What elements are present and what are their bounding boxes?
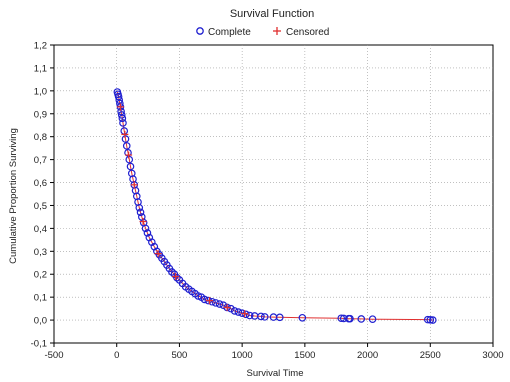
data-points <box>113 88 437 324</box>
x-tick-label: 500 <box>171 350 187 361</box>
y-tick-label: 1,1 <box>34 63 47 74</box>
legend-censored-marker <box>273 27 281 35</box>
y-tick-label: 0,2 <box>34 270 47 281</box>
censored-point <box>130 181 138 189</box>
legend-complete-marker <box>196 27 204 35</box>
y-tick-label: 1,2 <box>34 41 47 52</box>
censored-point <box>172 273 180 281</box>
complete-point <box>136 208 145 217</box>
plot-area <box>53 44 494 344</box>
censored-point <box>139 218 147 226</box>
censored-point <box>116 103 124 111</box>
chart-title: Survival Function <box>230 8 314 20</box>
legend-censored-label: Censored <box>286 27 329 38</box>
y-tick-label: 0,0 <box>34 316 47 327</box>
x-tick-label: 2000 <box>357 350 378 361</box>
complete-point <box>117 111 126 119</box>
complete-point <box>208 297 216 306</box>
complete-point <box>234 308 243 316</box>
y-tick-label: -0,1 <box>31 339 47 350</box>
x-tick-label: 2500 <box>420 350 441 361</box>
y-tick-label: 0,5 <box>34 201 47 212</box>
y-tick-label: 0,6 <box>34 178 47 189</box>
complete-point <box>242 310 250 319</box>
complete-point <box>346 314 354 323</box>
complete-point <box>215 300 224 308</box>
complete-point <box>135 203 144 212</box>
complete-point <box>126 162 135 171</box>
complete-point <box>245 311 254 320</box>
legend-complete-label: Complete <box>208 27 251 38</box>
complete-point <box>298 313 307 322</box>
y-axis: -0,1 0,0 0,1 0,2 0,3 0,4 0,5 0,6 0,7 0,8 0,9 1,0 1,1… <box>31 41 54 350</box>
complete-point <box>275 313 284 322</box>
censored-point <box>121 130 129 138</box>
x-tick-label: 3000 <box>482 350 503 361</box>
complete-point <box>121 135 130 143</box>
legend: Complete Censored <box>196 27 329 38</box>
complete-point <box>118 114 127 123</box>
censored-point <box>125 151 133 159</box>
complete-point <box>115 96 124 104</box>
y-tick-label: 0,3 <box>34 247 47 258</box>
complete-point <box>125 155 134 164</box>
y-tick-label: 0,1 <box>34 293 47 304</box>
complete-point <box>143 229 152 237</box>
y-tick-label: 1,0 <box>34 86 47 97</box>
complete-point <box>423 315 432 324</box>
censored-point <box>206 297 214 305</box>
y-tick-label: 0,8 <box>34 132 47 143</box>
complete-point <box>337 314 346 323</box>
complete-point <box>114 92 123 101</box>
censored-point <box>154 250 162 258</box>
complete-point <box>368 315 377 323</box>
y-tick-label: 0,7 <box>34 155 47 166</box>
x-tick-label: 1000 <box>232 350 253 361</box>
censored-point <box>241 310 249 318</box>
complete-point <box>257 312 265 321</box>
x-axis: -500 0 500 1000 1500 2000 2500 3000 <box>44 343 504 361</box>
complete-point <box>200 295 209 304</box>
y-axis-label: Cumulative Proportion Surviving <box>8 128 19 264</box>
x-tick-label: -500 <box>44 350 63 361</box>
complete-point <box>426 316 435 324</box>
complete-point <box>119 119 127 127</box>
y-tick-label: 0,4 <box>34 224 47 235</box>
x-tick-label: 1500 <box>294 350 315 361</box>
complete-point <box>141 224 150 233</box>
complete-point <box>117 107 125 116</box>
censored-point <box>223 303 231 311</box>
y-tick-label: 0,9 <box>34 109 47 120</box>
x-tick-label: 0 <box>114 350 119 361</box>
complete-point <box>212 299 220 307</box>
x-axis-label: Survival Time <box>246 368 303 379</box>
complete-point <box>122 142 131 150</box>
complete-point <box>260 313 269 321</box>
complete-point <box>230 307 239 315</box>
complete-point <box>124 148 132 157</box>
complete-point <box>428 316 437 324</box>
complete-point <box>357 315 366 323</box>
plot-frame <box>53 44 494 344</box>
